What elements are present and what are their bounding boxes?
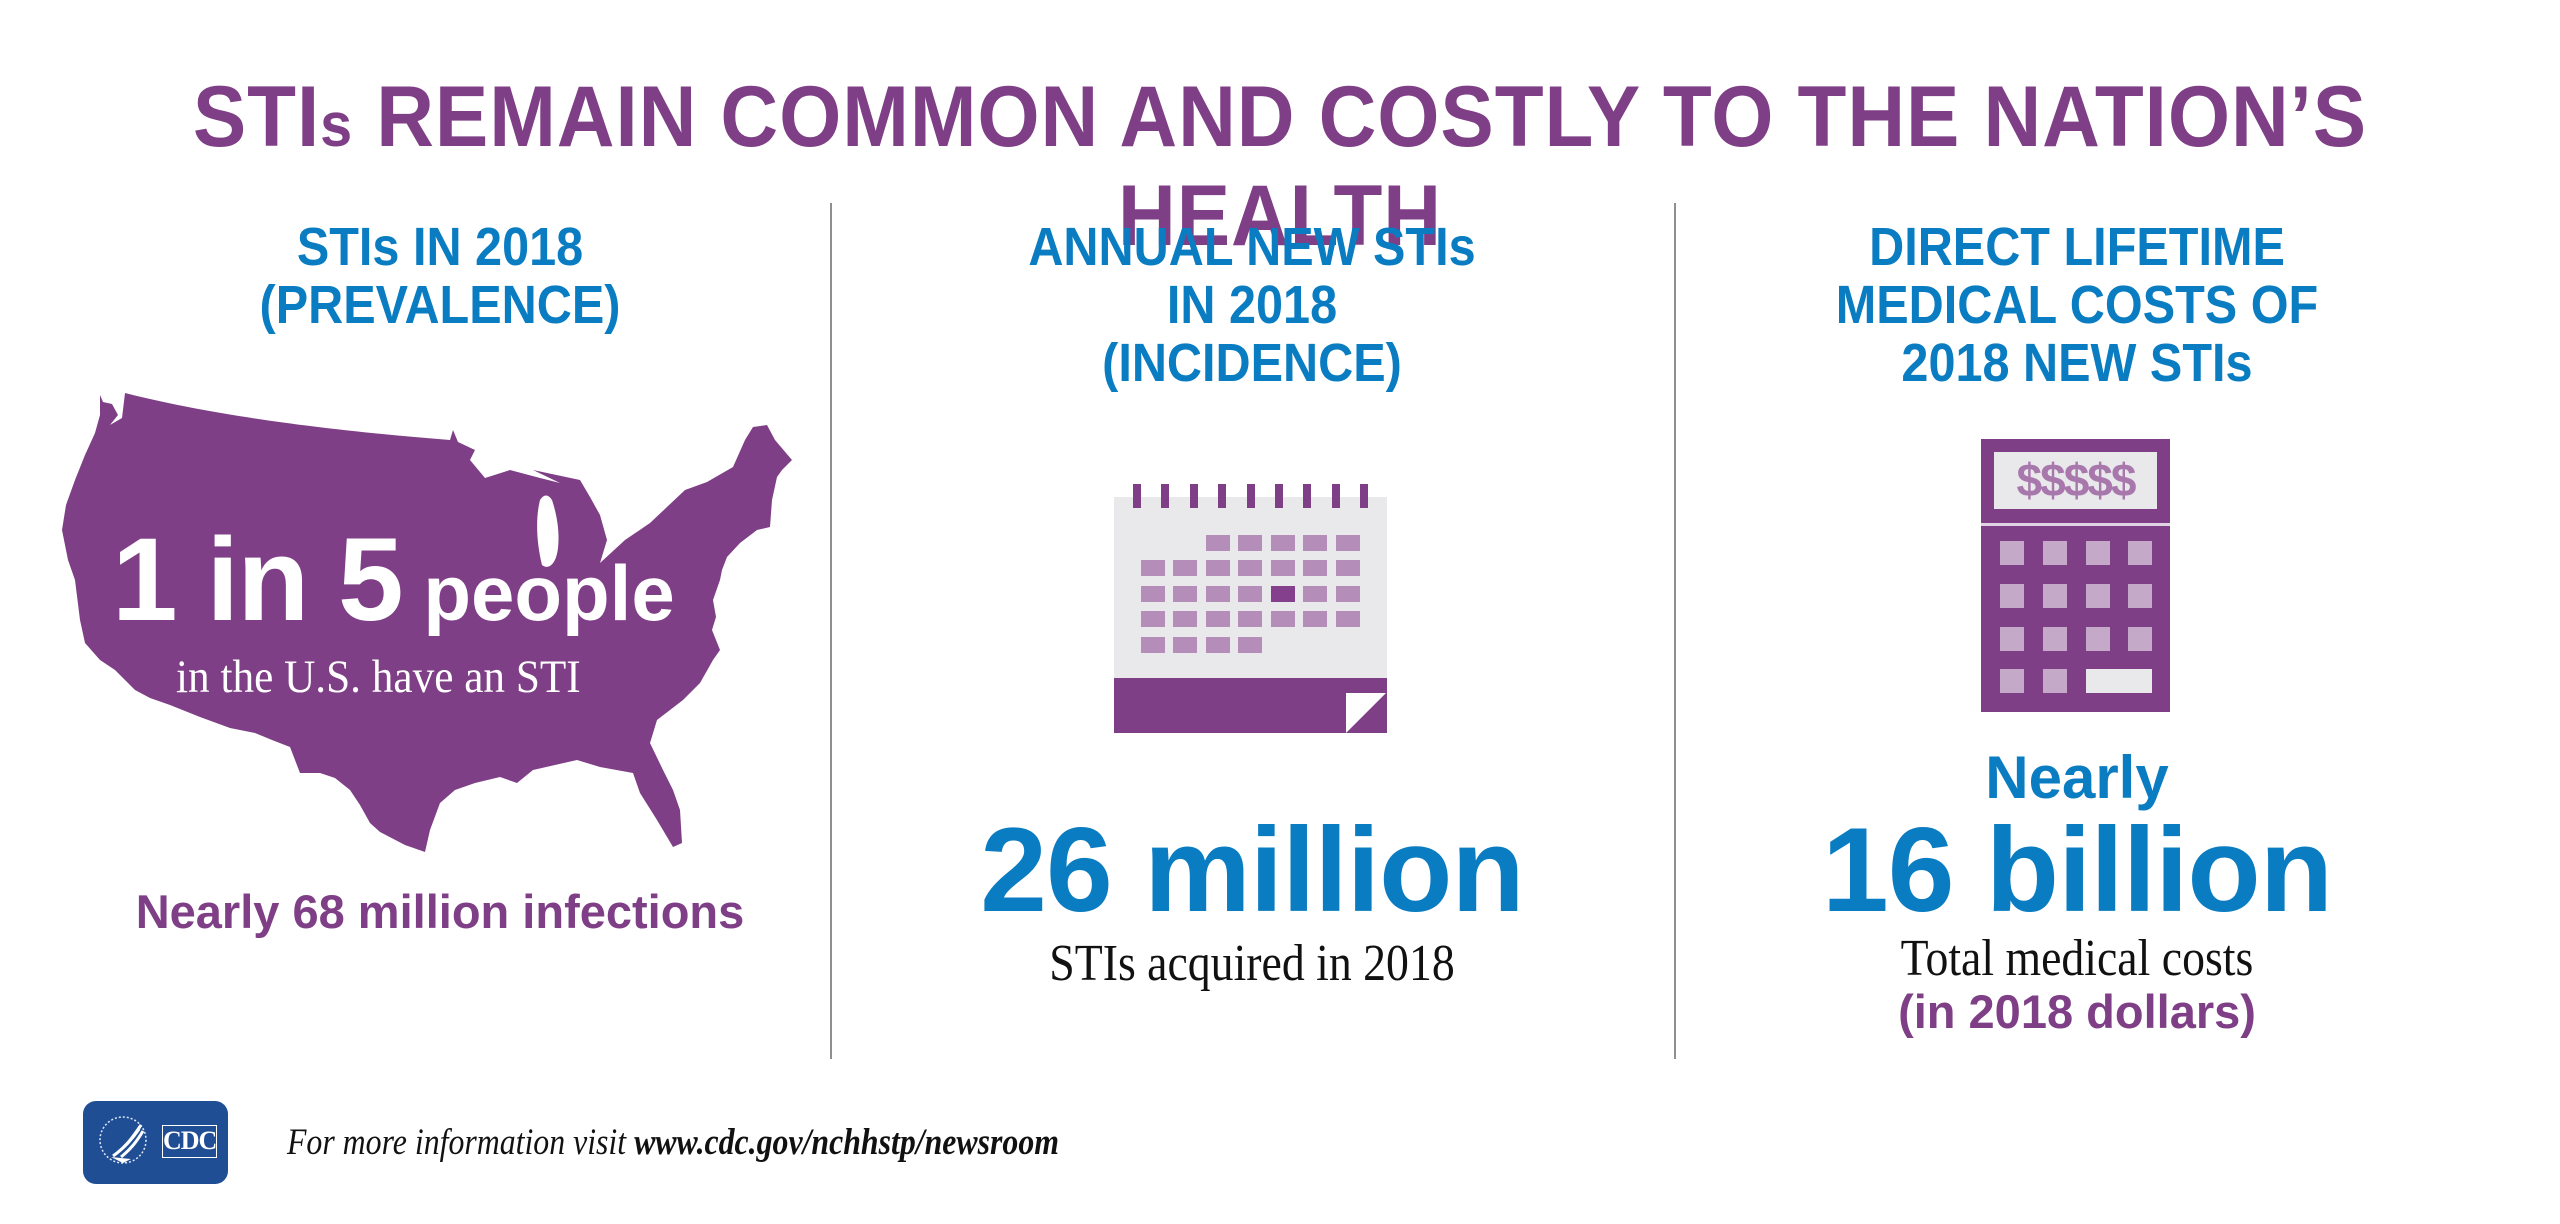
heading-line: IN 2018 — [1166, 275, 1338, 335]
heading-line: (PREVALENCE) — [259, 275, 621, 335]
costs-caption: Total medical costs — [1900, 930, 2254, 987]
prevalence-stat-number: 1 in 5 — [112, 514, 404, 646]
us-map-icon — [62, 393, 792, 852]
costs-note: (in 2018 dollars) — [1898, 985, 2256, 1038]
hhs-eagle-icon — [99, 1116, 147, 1164]
column-divider-1 — [830, 203, 832, 1059]
cdc-logo[interactable]: CDC — [83, 1101, 228, 1184]
costs-qualifier: Nearly — [1985, 744, 2169, 811]
incidence-stat: 26 million — [980, 803, 1524, 937]
prevalence-stat: 1 in 5 people — [112, 520, 675, 653]
calculator-display: $$$$$ — [1994, 452, 2157, 509]
costs-heading: DIRECT LIFETIME MEDICAL COSTS OF 2018 NE… — [1717, 218, 2437, 392]
heading-line: 2018 NEW STIs — [1901, 333, 2253, 393]
column-divider-2 — [1674, 203, 1676, 1059]
heading-line: (INCIDENCE) — [1102, 333, 1402, 393]
footer-url-link[interactable]: www.cdc.gov/nchhstp/newsroom — [634, 1122, 1059, 1163]
prevalence-footnote: Nearly 68 million infections — [135, 885, 745, 938]
heading-line: STIs IN 2018 — [296, 217, 584, 277]
calendar-highlight-day — [1271, 586, 1295, 602]
footer-info: For more information visit www.cdc.gov/n… — [287, 1123, 1059, 1163]
calculator-keypad — [2000, 541, 2152, 693]
page-title: STIs REMAIN COMMON AND COSTLY TO THE NAT… — [90, 72, 2471, 261]
heading-line: MEDICAL COSTS OF — [1835, 275, 2319, 335]
calculator-icon: $$$$$ — [1981, 439, 2170, 712]
heading-line: DIRECT LIFETIME — [1869, 217, 2285, 277]
incidence-caption: STIs acquired in 2018 — [1049, 935, 1455, 992]
prevalence-caption: in the U.S. have an STI — [176, 651, 581, 703]
cdc-wordmark: CDC — [162, 1125, 217, 1158]
title-prefix: STI — [192, 69, 321, 165]
footer-info-prefix: For more information visit — [287, 1122, 635, 1163]
heading-line: ANNUAL NEW STIs — [1028, 217, 1476, 277]
costs-stat: 16 billion — [1821, 803, 2333, 937]
prevalence-heading: STIs IN 2018 (PREVALENCE) — [80, 218, 800, 334]
prevalence-stat-unit: people — [401, 549, 675, 637]
incidence-heading: ANNUAL NEW STIs IN 2018 (INCIDENCE) — [892, 218, 1612, 392]
calculator-separator — [1981, 523, 2170, 526]
title-prefix-small: s — [320, 91, 354, 160]
title-rest: REMAIN COMMON AND COSTLY TO THE NATION’S… — [353, 69, 2368, 264]
calendar-icon — [1114, 484, 1387, 733]
